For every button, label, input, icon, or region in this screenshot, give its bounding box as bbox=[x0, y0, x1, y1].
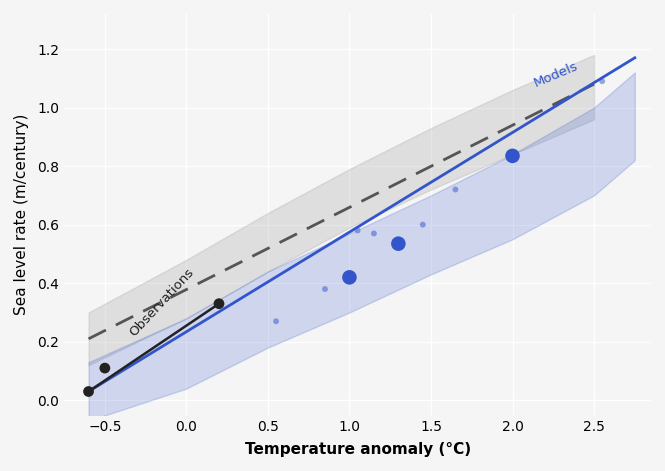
Point bbox=[597, 77, 608, 85]
X-axis label: Temperature anomaly (°C): Temperature anomaly (°C) bbox=[245, 442, 471, 457]
Point bbox=[320, 285, 331, 293]
Point bbox=[271, 317, 281, 325]
Point bbox=[100, 364, 110, 372]
Point bbox=[368, 230, 379, 237]
Point bbox=[344, 274, 354, 281]
Text: Models: Models bbox=[532, 60, 581, 90]
Point bbox=[213, 300, 224, 308]
Point bbox=[418, 221, 428, 228]
Y-axis label: Sea level rate (m/century): Sea level rate (m/century) bbox=[14, 114, 29, 315]
Point bbox=[507, 152, 518, 160]
Point bbox=[393, 240, 404, 247]
Point bbox=[450, 186, 461, 193]
Text: Observations: Observations bbox=[127, 266, 197, 339]
Point bbox=[83, 388, 94, 395]
Point bbox=[352, 227, 363, 234]
